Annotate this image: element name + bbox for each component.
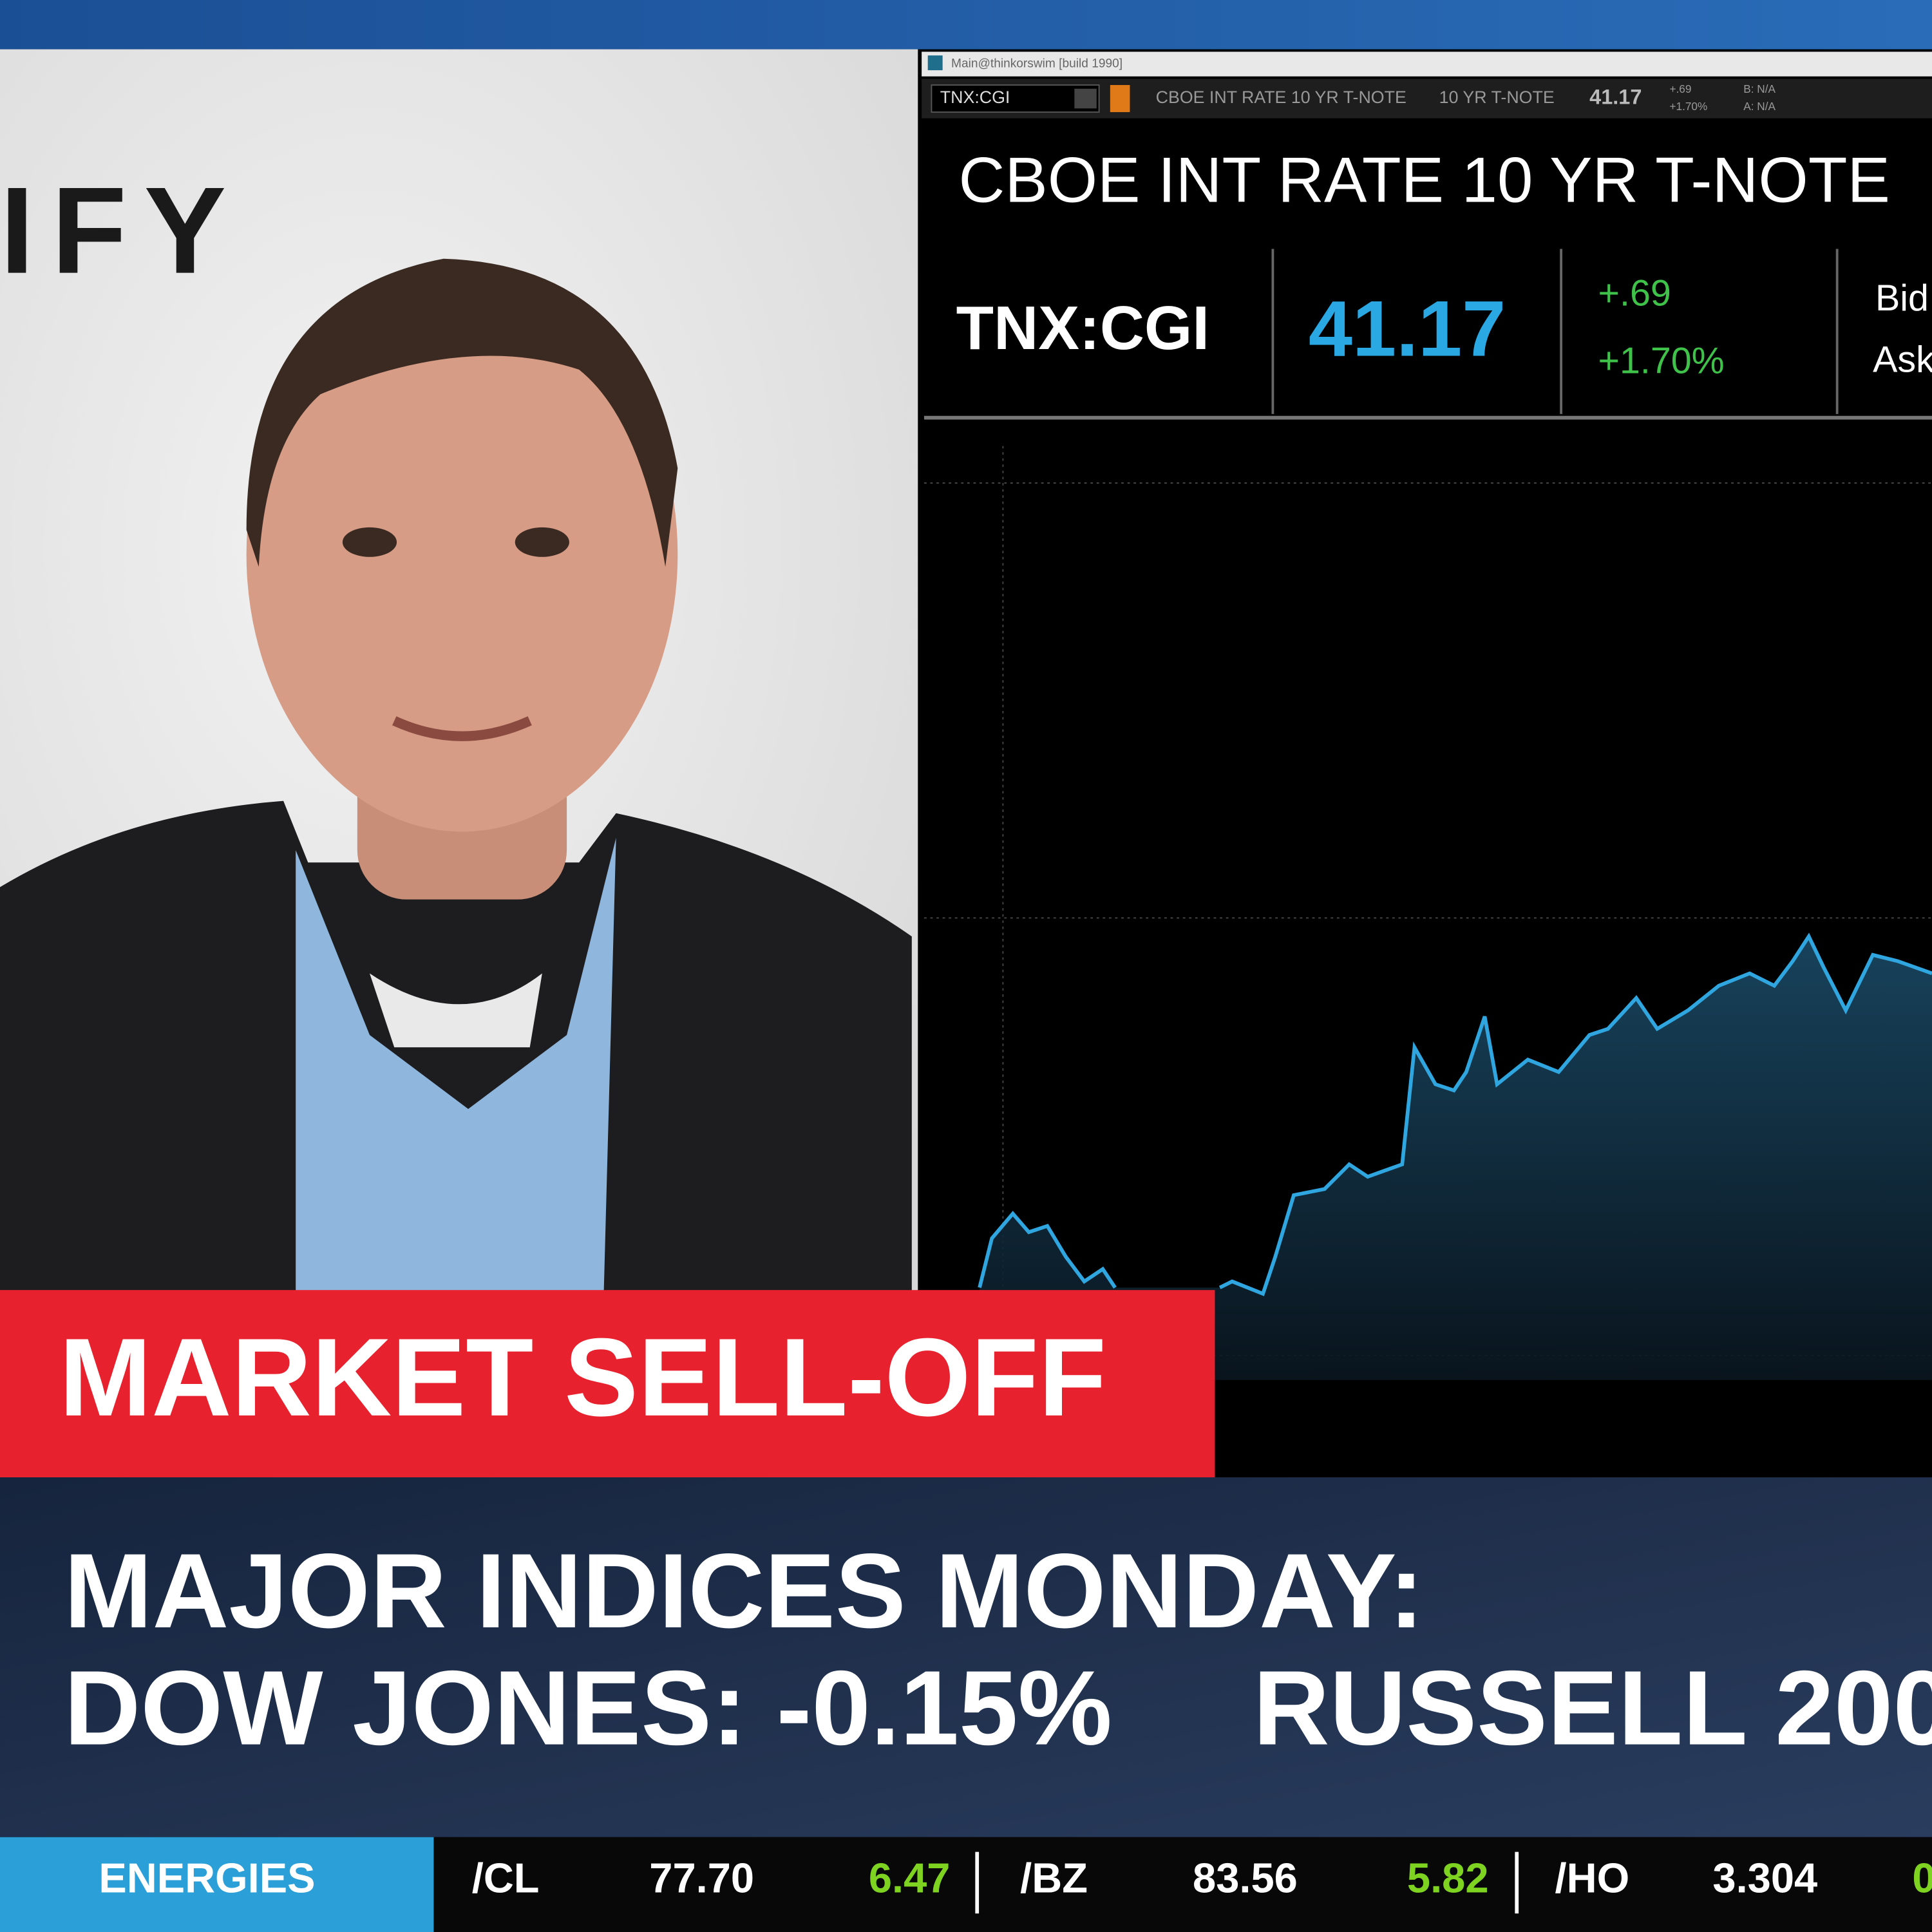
- ticker-change: 6.47: [869, 1855, 951, 1902]
- toolbar-ask: A: N/A: [1743, 100, 1776, 113]
- quote-change-pct: +1.70%: [1598, 341, 1725, 382]
- logo: IFY: [0, 162, 243, 299]
- ask-label: Ask: [1873, 339, 1932, 381]
- symbol-dropdown[interactable]: [1074, 88, 1097, 109]
- headline-band: [0, 1477, 1932, 1837]
- window-titlebar: [922, 52, 1932, 77]
- toolbar-description: CBOE INT RATE 10 YR T-NOTE: [1156, 88, 1406, 107]
- window-title: Main@thinkorswim [build 1990]: [951, 57, 1122, 71]
- ticker-symbol: /BZ: [1020, 1855, 1088, 1902]
- ticker-price: 3.304: [1712, 1855, 1817, 1902]
- headline-line: RUSSELL 200: [1253, 1649, 1932, 1767]
- headline-line: MAJOR INDICES MONDAY:: [64, 1531, 1424, 1650]
- ticker-category: ENERGIES: [99, 1855, 315, 1902]
- price-line: [978, 933, 1932, 1296]
- tag-banner: [0, 1290, 1215, 1478]
- toolbar-change-pct: +1.70%: [1669, 100, 1707, 113]
- price-area: [980, 936, 1932, 1380]
- toolbar-change: +.69: [1669, 82, 1691, 95]
- ticker-symbol: /HO: [1555, 1855, 1630, 1902]
- ticker-change: 0: [1912, 1855, 1932, 1902]
- symbol-box[interactable]: [931, 84, 1100, 113]
- quote-change: +.69: [1598, 272, 1671, 314]
- quote-last: 41.17: [1309, 285, 1506, 373]
- ticker-price: 83.56: [1193, 1855, 1298, 1902]
- ticker-price: 77.70: [649, 1855, 754, 1902]
- quote-symbol: TNX:CGI: [956, 294, 1209, 363]
- toolbar-symbol: TNX:CGI: [940, 88, 1010, 107]
- guest: [0, 258, 912, 1294]
- tag-text: MARKET SELL-OFF: [59, 1316, 1106, 1439]
- window-icon: [927, 55, 943, 71]
- bid-label: Bid: [1875, 278, 1929, 319]
- ticker-change: 5.82: [1407, 1855, 1489, 1902]
- toolbar-last: 41.17: [1589, 86, 1642, 109]
- toolbar-short-name: 10 YR T-NOTE: [1439, 88, 1555, 107]
- top-bar: [0, 0, 1932, 50]
- help-icon[interactable]: [1110, 85, 1130, 113]
- ticker-category-box: [0, 1837, 434, 1932]
- toolbar-bid: B: N/A: [1743, 82, 1776, 95]
- quote-title: CBOE INT RATE 10 YR T-NOTE: [959, 144, 1890, 216]
- ticker-symbol: /CL: [472, 1855, 540, 1902]
- headline-line: DOW JONES: -0.15%: [64, 1649, 1112, 1767]
